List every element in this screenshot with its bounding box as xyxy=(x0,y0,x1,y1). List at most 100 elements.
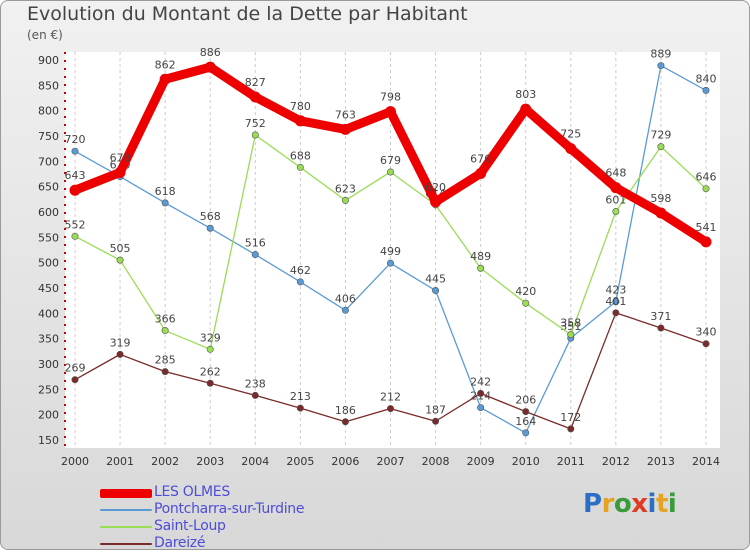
logo-letter: P xyxy=(583,489,602,519)
data-point xyxy=(612,207,620,215)
y-tick-label: 700 xyxy=(38,155,59,168)
data-point xyxy=(386,168,394,176)
data-point xyxy=(567,425,575,433)
data-label: 285 xyxy=(155,354,176,367)
data-point xyxy=(71,147,79,155)
data-label: 598 xyxy=(650,192,671,205)
data-point xyxy=(161,199,169,207)
data-label: 798 xyxy=(380,91,401,104)
data-label: 827 xyxy=(245,76,266,89)
data-label: 601 xyxy=(605,193,626,206)
data-point xyxy=(161,327,169,335)
data-label: 618 xyxy=(155,185,176,198)
data-point xyxy=(522,408,530,416)
y-tick-label: 150 xyxy=(38,434,59,447)
chart-title: Evolution du Montant de la Dette par Hab… xyxy=(27,3,468,25)
data-label: 516 xyxy=(245,237,266,250)
logo-letter: o xyxy=(613,489,632,519)
data-label: 886 xyxy=(200,46,221,59)
legend-swatch xyxy=(100,526,152,528)
y-tick-label: 650 xyxy=(38,181,59,194)
x-tick-label: 2004 xyxy=(241,455,269,468)
data-label: 212 xyxy=(380,391,401,404)
logo-letter: i xyxy=(667,489,677,519)
y-tick-label: 400 xyxy=(38,307,59,320)
data-point xyxy=(477,389,485,397)
y-tick-label: 450 xyxy=(38,282,59,295)
data-point xyxy=(341,196,349,204)
proxiti-logo: Proxiti xyxy=(583,489,677,519)
data-point xyxy=(249,91,261,103)
x-tick-label: 2001 xyxy=(106,455,134,468)
data-point xyxy=(430,196,442,208)
data-label: 262 xyxy=(200,365,221,378)
data-label: 242 xyxy=(470,375,491,388)
legend-label: Pontcharra-sur-Turdine xyxy=(154,501,305,517)
y-tick-label: 550 xyxy=(38,231,59,244)
data-point xyxy=(610,182,622,194)
data-label: 568 xyxy=(200,210,221,223)
chart-subtitle: (en €) xyxy=(27,28,63,42)
data-point xyxy=(204,61,216,73)
data-point xyxy=(116,350,124,358)
logo-letter: r xyxy=(601,489,615,519)
x-tick-label: 2002 xyxy=(151,455,179,468)
data-point xyxy=(296,404,304,412)
data-point xyxy=(69,184,81,196)
data-label: 752 xyxy=(245,117,266,130)
data-point xyxy=(657,62,665,70)
legend-label: Saint-Loup xyxy=(154,518,226,534)
y-tick-label: 800 xyxy=(38,105,59,118)
data-label: 172 xyxy=(560,411,581,424)
data-point xyxy=(251,391,259,399)
data-label: 462 xyxy=(290,264,311,277)
y-tick-label: 500 xyxy=(38,257,59,270)
data-point xyxy=(341,306,349,314)
y-tick-label: 250 xyxy=(38,383,59,396)
data-point xyxy=(71,232,79,240)
data-label: 420 xyxy=(515,285,536,298)
data-label: 213 xyxy=(290,390,311,403)
data-point xyxy=(702,185,710,193)
x-tick-label: 2012 xyxy=(602,455,630,468)
data-label: 763 xyxy=(335,108,356,121)
data-label: 489 xyxy=(470,250,491,263)
data-label: 889 xyxy=(650,48,671,61)
logo-letter: x xyxy=(631,489,648,519)
data-label: 679 xyxy=(380,154,401,167)
data-point xyxy=(296,278,304,286)
y-tick-label: 600 xyxy=(38,206,59,219)
data-label: 164 xyxy=(515,415,536,428)
data-label: 729 xyxy=(650,129,671,142)
data-label: 780 xyxy=(290,100,311,113)
x-tick-label: 2013 xyxy=(647,455,675,468)
data-label: 862 xyxy=(155,58,176,71)
data-point xyxy=(206,224,214,232)
data-point xyxy=(565,143,577,155)
x-tick-label: 2014 xyxy=(692,455,720,468)
x-tick-label: 2009 xyxy=(467,455,495,468)
data-point xyxy=(522,429,530,437)
y-tick-label: 350 xyxy=(38,333,59,346)
data-point xyxy=(294,115,306,127)
data-point xyxy=(520,103,532,115)
data-label: 678 xyxy=(110,151,131,164)
y-tick-label: 900 xyxy=(38,54,59,67)
data-label: 648 xyxy=(605,167,626,180)
data-point xyxy=(116,256,124,264)
data-label: 803 xyxy=(515,88,536,101)
data-label: 499 xyxy=(380,245,401,258)
data-label: 676 xyxy=(470,152,491,165)
data-label: 725 xyxy=(560,128,581,141)
x-tick-label: 2005 xyxy=(286,455,314,468)
y-tick-label: 300 xyxy=(38,358,59,371)
data-label: 643 xyxy=(65,169,86,182)
legend-swatch xyxy=(100,543,152,545)
legend-swatch xyxy=(100,489,152,498)
data-label: 366 xyxy=(155,313,176,326)
y-tick-label: 200 xyxy=(38,409,59,422)
data-point xyxy=(386,405,394,413)
data-label: 646 xyxy=(696,171,717,184)
data-point xyxy=(385,106,396,118)
